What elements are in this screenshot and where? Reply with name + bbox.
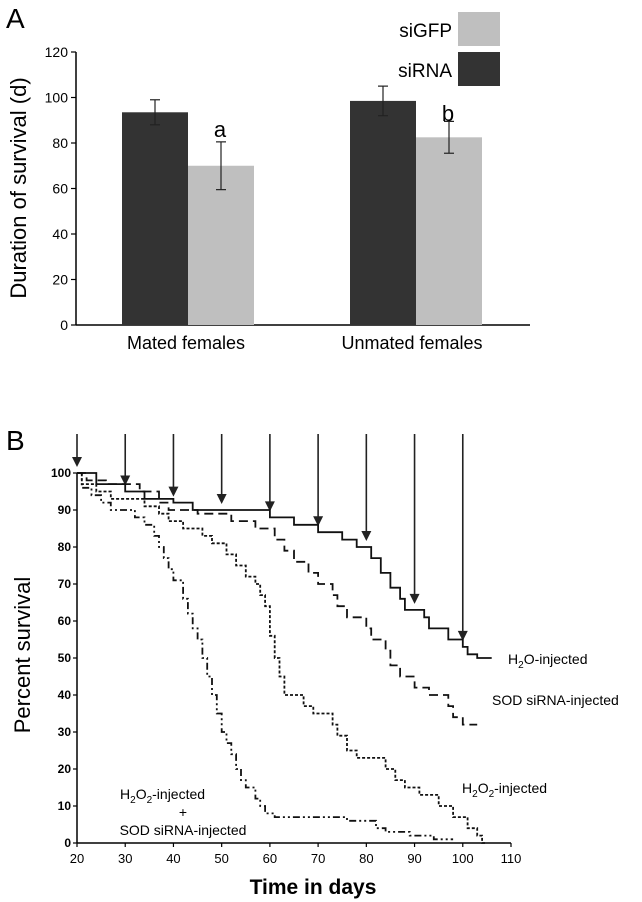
series-label-combo-plus: + xyxy=(179,804,187,820)
series-label-h2o2-h: H xyxy=(462,780,472,796)
series-label-combo-rest: -injected xyxy=(152,786,205,802)
survival-line-1 xyxy=(77,472,478,726)
panel-a-legend: siGFP siRNA xyxy=(398,12,500,86)
series-label-h2o2: H2O2-injected xyxy=(462,780,547,800)
b-y-tick-label: 50 xyxy=(58,651,72,665)
category-label-mated: Mated females xyxy=(127,333,245,353)
b-x-tick-label: 40 xyxy=(166,851,180,866)
a-y-tick-label: 60 xyxy=(52,181,68,197)
annotation-b: b xyxy=(442,101,454,126)
arrow-head xyxy=(264,501,275,512)
a-y-tick-label: 20 xyxy=(52,272,68,288)
annotation-a: a xyxy=(214,117,227,142)
b-x-tick-label: 20 xyxy=(70,851,84,866)
arrow-head xyxy=(120,475,131,486)
b-y-tick-label: 30 xyxy=(58,725,72,739)
b-x-axis-label: Time in days xyxy=(250,876,377,899)
b-x-tick-label: 100 xyxy=(452,851,474,866)
a-y-axis-label: Duration of survival (d) xyxy=(6,77,31,298)
panel-a-label: A xyxy=(6,3,25,34)
b-x-tick-label: 50 xyxy=(214,851,228,866)
panel-b-label: B xyxy=(6,425,25,456)
arrow-head xyxy=(361,531,372,541)
b-y-tick-label: 80 xyxy=(58,540,72,554)
arrow-head xyxy=(216,494,227,504)
category-label-unmated: Unmated females xyxy=(341,333,482,353)
series-label-combo-sub1: 2 xyxy=(130,795,136,806)
arrow-head xyxy=(168,486,179,497)
series-label-h2o-sub: 2 xyxy=(518,660,524,671)
legend-sigfp-label: siGFP xyxy=(399,21,452,42)
series-label-h2o: H2O-injected xyxy=(508,651,588,671)
series-label-h2o2-o: O xyxy=(478,780,489,796)
b-x-tick-label: 60 xyxy=(263,851,277,866)
b-x-tick-label: 90 xyxy=(407,851,421,866)
panel-a-bars xyxy=(122,85,482,325)
b-x-tick-label: 30 xyxy=(118,851,132,866)
series-label-h2o2-sub1: 2 xyxy=(472,789,478,800)
series-label-combo-o: O xyxy=(136,786,147,802)
b-y-axis-label: Percent survival xyxy=(10,577,35,734)
bar-sirna-0 xyxy=(122,112,188,325)
b-y-tick-label: 90 xyxy=(58,503,72,517)
series-label-h2o-main: H xyxy=(508,651,518,667)
b-y-tick-label: 10 xyxy=(58,799,72,813)
series-label-h2o-rest: O-injected xyxy=(524,651,588,667)
panel-b-axes: 0 10 20 30 40 50 60 70 80 90 100 20 30 40 50 60 70 80 90 10… xyxy=(51,466,521,866)
b-x-tick-label: 110 xyxy=(501,851,522,866)
series-label-combo-line3: SOD siRNA-injected xyxy=(120,822,247,838)
series-label-combo-h: H xyxy=(120,786,130,802)
b-x-tick-label: 80 xyxy=(359,851,373,866)
panel-b-lines xyxy=(77,472,492,844)
b-y-tick-label: 40 xyxy=(58,688,72,702)
a-y-tick-label: 120 xyxy=(45,44,69,60)
b-y-tick-label: 60 xyxy=(58,614,72,628)
bar-sirna-1 xyxy=(350,100,416,325)
b-y-tick-label: 20 xyxy=(58,762,72,776)
bar-sigfp-0 xyxy=(188,165,254,325)
a-y-tick-label: 100 xyxy=(45,90,69,106)
arrow-head xyxy=(409,593,420,604)
series-label-combo-sub2: 2 xyxy=(147,795,153,806)
series-label-h2o2-sub2: 2 xyxy=(489,789,495,800)
series-label-sod: SOD siRNA-injected xyxy=(492,692,619,708)
series-label-combo-line1: H2O2-injected xyxy=(120,786,205,806)
arrow-head xyxy=(72,457,82,467)
bar-sigfp-1 xyxy=(416,137,482,325)
legend-sigfp-swatch xyxy=(458,12,500,46)
b-y-tick-label: 70 xyxy=(58,577,72,591)
b-y-tick-label: 0 xyxy=(64,836,71,850)
legend-sirna-label: siRNA xyxy=(398,61,452,82)
b-y-tick-label: 100 xyxy=(51,466,71,480)
a-y-tick-label: 80 xyxy=(52,135,68,151)
arrow-head xyxy=(457,630,468,641)
survival-line-0 xyxy=(77,472,492,659)
survival-line-3 xyxy=(77,472,454,841)
legend-sirna-swatch xyxy=(458,52,500,86)
a-y-tick-label: 0 xyxy=(60,317,68,333)
panel-b-arrows xyxy=(72,434,468,641)
a-y-tick-label: 40 xyxy=(52,226,68,242)
arrow-head xyxy=(313,516,324,527)
survival-line-2 xyxy=(77,472,487,844)
b-x-tick-label: 70 xyxy=(311,851,325,866)
series-label-h2o2-rest: -injected xyxy=(494,780,547,796)
